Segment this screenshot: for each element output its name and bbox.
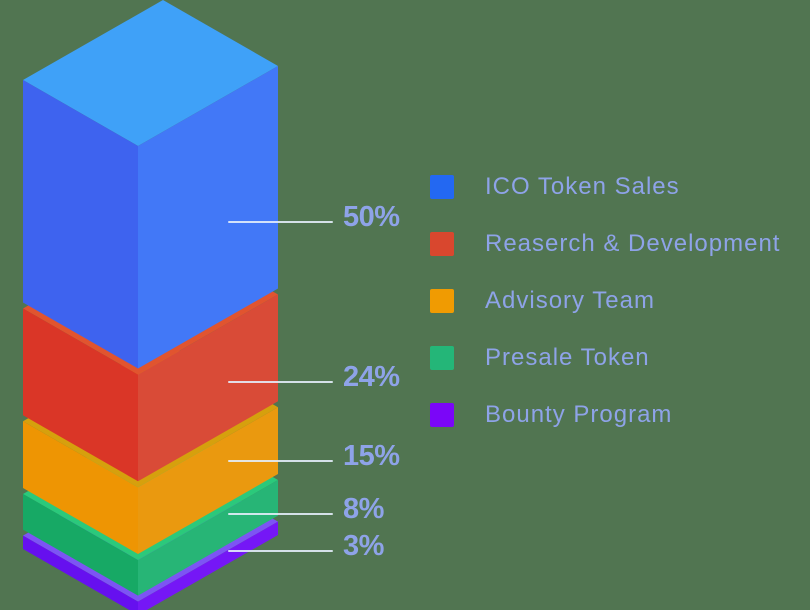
legend-label-reaserch-development: Reaserch & Development (485, 230, 781, 257)
legend-label-bounty-program: Bounty Program (485, 401, 673, 428)
segment-ico-token-sales-top-face (23, 0, 278, 146)
segment-advisory-team-left-face (23, 421, 138, 555)
callout-value-ico-token-sales: 50% (343, 201, 400, 233)
callout-value-advisory-team: 15% (343, 440, 400, 472)
callout-line-advisory-team (228, 460, 333, 462)
segment-presale-token-left-face (23, 494, 138, 596)
segment-reaserch-development-left-face (23, 308, 138, 482)
segment-bounty-program-left-face (23, 535, 138, 610)
callout-value-bounty-program: 3% (343, 530, 384, 562)
legend-item-advisory-team: Advisory Team (430, 287, 780, 314)
legend-label-advisory-team: Advisory Team (485, 287, 655, 314)
legend-swatch-reaserch-development (430, 232, 454, 256)
segment-ico-token-sales-right-face (138, 66, 278, 369)
legend-swatch-advisory-team (430, 289, 454, 313)
legend-label-ico-token-sales: ICO Token Sales (485, 173, 680, 200)
callout-line-bounty-program (228, 550, 333, 552)
legend-item-reaserch-development: Reaserch & Development (430, 230, 781, 257)
legend-item-bounty-program: Bounty Program (430, 401, 780, 428)
callout-line-presale-token (228, 513, 333, 515)
legend-item-presale-token: Presale Token (430, 344, 780, 371)
segment-advisory-team-right-face (138, 407, 278, 555)
legend-swatch-bounty-program (430, 403, 454, 427)
legend-swatch-presale-token (430, 346, 454, 370)
callout-value-reaserch-development: 24% (343, 361, 400, 393)
legend-label-presale-token: Presale Token (485, 344, 650, 371)
segment-ico-token-sales-left-face (23, 80, 138, 369)
legend-item-ico-token-sales: ICO Token Sales (430, 173, 780, 200)
legend: ICO Token Sales Reaserch & Development Adv… (430, 173, 781, 460)
callout-value-presale-token: 8% (343, 493, 384, 525)
callout-line-ico-token-sales (228, 221, 333, 223)
segment-presale-token-right-face (138, 480, 278, 596)
legend-swatch-ico-token-sales (430, 175, 454, 199)
segment-reaserch-development-right-face (138, 294, 278, 482)
segment-bounty-program-right-face (138, 521, 278, 610)
callout-line-reaserch-development (228, 381, 333, 383)
